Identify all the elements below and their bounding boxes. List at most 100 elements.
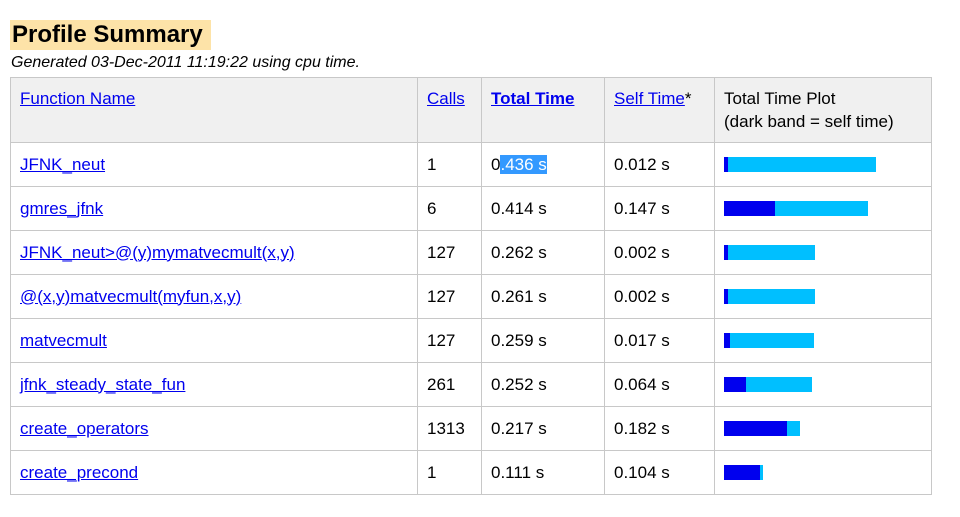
- self-time-value: 0.104 s: [614, 462, 670, 482]
- total-time-value: 0.259 s: [491, 330, 547, 350]
- header-function-name: Function Name: [10, 77, 418, 143]
- total-time-bar: [724, 289, 815, 304]
- total-time-bar: [724, 245, 815, 260]
- table-row: JFNK_neut>@(y)mymatvecmult(x,y) 127 0.262 …: [10, 230, 932, 275]
- cell-self-time: 0.104 s: [604, 450, 715, 495]
- self-time-bar: [724, 333, 730, 348]
- cell-self-time: 0.182 s: [604, 406, 715, 451]
- cell-self-time: 0.064 s: [604, 362, 715, 407]
- table-row: gmres_jfnk 6 0.414 s 0.147 s: [10, 186, 932, 231]
- self-time-asterisk: *: [684, 89, 692, 108]
- self-time-bar: [724, 245, 728, 260]
- self-time-value: 0.147 s: [614, 198, 670, 218]
- function-link[interactable]: gmres_jfnk: [20, 198, 104, 218]
- cell-total-time: 0.414 s: [481, 186, 605, 231]
- cell-time-plot: [714, 450, 932, 495]
- cell-total-time: 0.217 s: [481, 406, 605, 451]
- function-link[interactable]: matvecmult: [20, 330, 107, 350]
- function-link[interactable]: jfnk_steady_state_fun: [20, 374, 186, 394]
- total-time-bar: [724, 333, 814, 348]
- self-time-value: 0.002 s: [614, 286, 670, 306]
- cell-function-name: jfnk_steady_state_fun: [10, 362, 418, 407]
- calls-value: 1: [427, 462, 437, 482]
- cell-self-time: 0.017 s: [604, 318, 715, 363]
- function-link[interactable]: create_precond: [20, 462, 139, 482]
- cell-calls: 1313: [417, 406, 482, 451]
- cell-total-time: 0.111 s: [481, 450, 605, 495]
- selected-text-highlight: .436 s: [500, 154, 547, 174]
- self-time-bar: [724, 289, 728, 304]
- cell-calls: 127: [417, 230, 482, 275]
- cell-function-name: matvecmult: [10, 318, 418, 363]
- generated-subtitle: Generated 03-Dec-2011 11:19:22 using cpu…: [11, 54, 360, 71]
- cell-function-name: @(x,y)matvecmult(myfun,x,y): [10, 274, 418, 319]
- header-total-time-plot: Total Time Plot (dark band = self time): [714, 77, 932, 143]
- total-time-bar: [724, 377, 812, 392]
- cell-calls: 127: [417, 274, 482, 319]
- total-time-value: 0.262 s: [491, 242, 547, 262]
- cell-time-plot: [714, 406, 932, 451]
- sort-function-name-link[interactable]: Function Name: [20, 89, 136, 108]
- cell-calls: 6: [417, 186, 482, 231]
- cell-total-time: 0.252 s: [481, 362, 605, 407]
- table-row: matvecmult 127 0.259 s 0.017 s: [10, 318, 932, 363]
- cell-calls: 261: [417, 362, 482, 407]
- table-row: create_precond 1 0.111 s 0.104 s: [10, 450, 932, 495]
- header-self-time: Self Time*: [604, 77, 715, 143]
- cell-calls: 1: [417, 142, 482, 187]
- calls-value: 127: [427, 286, 456, 306]
- self-time-value: 0.012 s: [614, 154, 670, 174]
- profile-table: Function Name Calls Total Time Self Time…: [10, 77, 932, 495]
- cell-total-time: 0.262 s: [481, 230, 605, 275]
- self-time-value: 0.002 s: [614, 242, 670, 262]
- header-total-time: Total Time: [481, 77, 605, 143]
- table-row: @(x,y)matvecmult(myfun,x,y) 127 0.261 s 0.0…: [10, 274, 932, 319]
- function-link[interactable]: @(x,y)matvecmult(myfun,x,y): [20, 286, 242, 306]
- total-time-bar: [724, 157, 876, 172]
- cell-time-plot: [714, 318, 932, 363]
- total-time-value: 0.252 s: [491, 374, 547, 394]
- cell-function-name: JFNK_neut: [10, 142, 418, 187]
- total-time-value: 0.261 s: [491, 286, 547, 306]
- self-time-bar: [724, 421, 787, 436]
- self-time-value: 0.017 s: [614, 330, 670, 350]
- cell-function-name: create_operators: [10, 406, 418, 451]
- page-title: Profile Summary: [10, 20, 211, 50]
- cell-function-name: gmres_jfnk: [10, 186, 418, 231]
- total-time-value: 0.414 s: [491, 198, 547, 218]
- cell-time-plot: [714, 230, 932, 275]
- cell-calls: 1: [417, 450, 482, 495]
- function-link[interactable]: JFNK_neut: [20, 154, 106, 174]
- sort-self-time-link[interactable]: Self Time: [614, 89, 685, 108]
- cell-total-time: 0.436 s: [481, 142, 605, 187]
- table-row: JFNK_neut 1 0.436 s 0.012 s: [10, 142, 932, 187]
- cell-time-plot: [714, 142, 932, 187]
- function-link[interactable]: create_operators: [20, 418, 149, 438]
- self-time-value: 0.182 s: [614, 418, 670, 438]
- cell-time-plot: [714, 362, 932, 407]
- plot-header-line1: Total Time Plot: [724, 89, 836, 108]
- function-link[interactable]: JFNK_neut>@(y)mymatvecmult(x,y): [20, 242, 295, 262]
- total-time-value: 0: [491, 154, 501, 174]
- calls-value: 127: [427, 330, 456, 350]
- table-header-row: Function Name Calls Total Time Self Time…: [10, 77, 932, 143]
- calls-value: 1313: [427, 418, 465, 438]
- cell-calls: 127: [417, 318, 482, 363]
- sort-total-time-link[interactable]: Total Time: [491, 89, 575, 108]
- cell-self-time: 0.012 s: [604, 142, 715, 187]
- plot-header-line2: (dark band = self time): [724, 112, 894, 131]
- self-time-bar: [724, 201, 775, 216]
- total-time-value: 0.111 s: [491, 462, 545, 482]
- self-time-value: 0.064 s: [614, 374, 670, 394]
- self-time-bar: [724, 377, 746, 392]
- cell-self-time: 0.002 s: [604, 230, 715, 275]
- calls-value: 1: [427, 154, 437, 174]
- calls-value: 261: [427, 374, 456, 394]
- self-time-bar: [724, 465, 760, 480]
- sort-calls-link[interactable]: Calls: [427, 89, 465, 108]
- cell-self-time: 0.002 s: [604, 274, 715, 319]
- cell-time-plot: [714, 274, 932, 319]
- cell-function-name: create_precond: [10, 450, 418, 495]
- total-time-value: 0.217 s: [491, 418, 547, 438]
- calls-value: 6: [427, 198, 437, 218]
